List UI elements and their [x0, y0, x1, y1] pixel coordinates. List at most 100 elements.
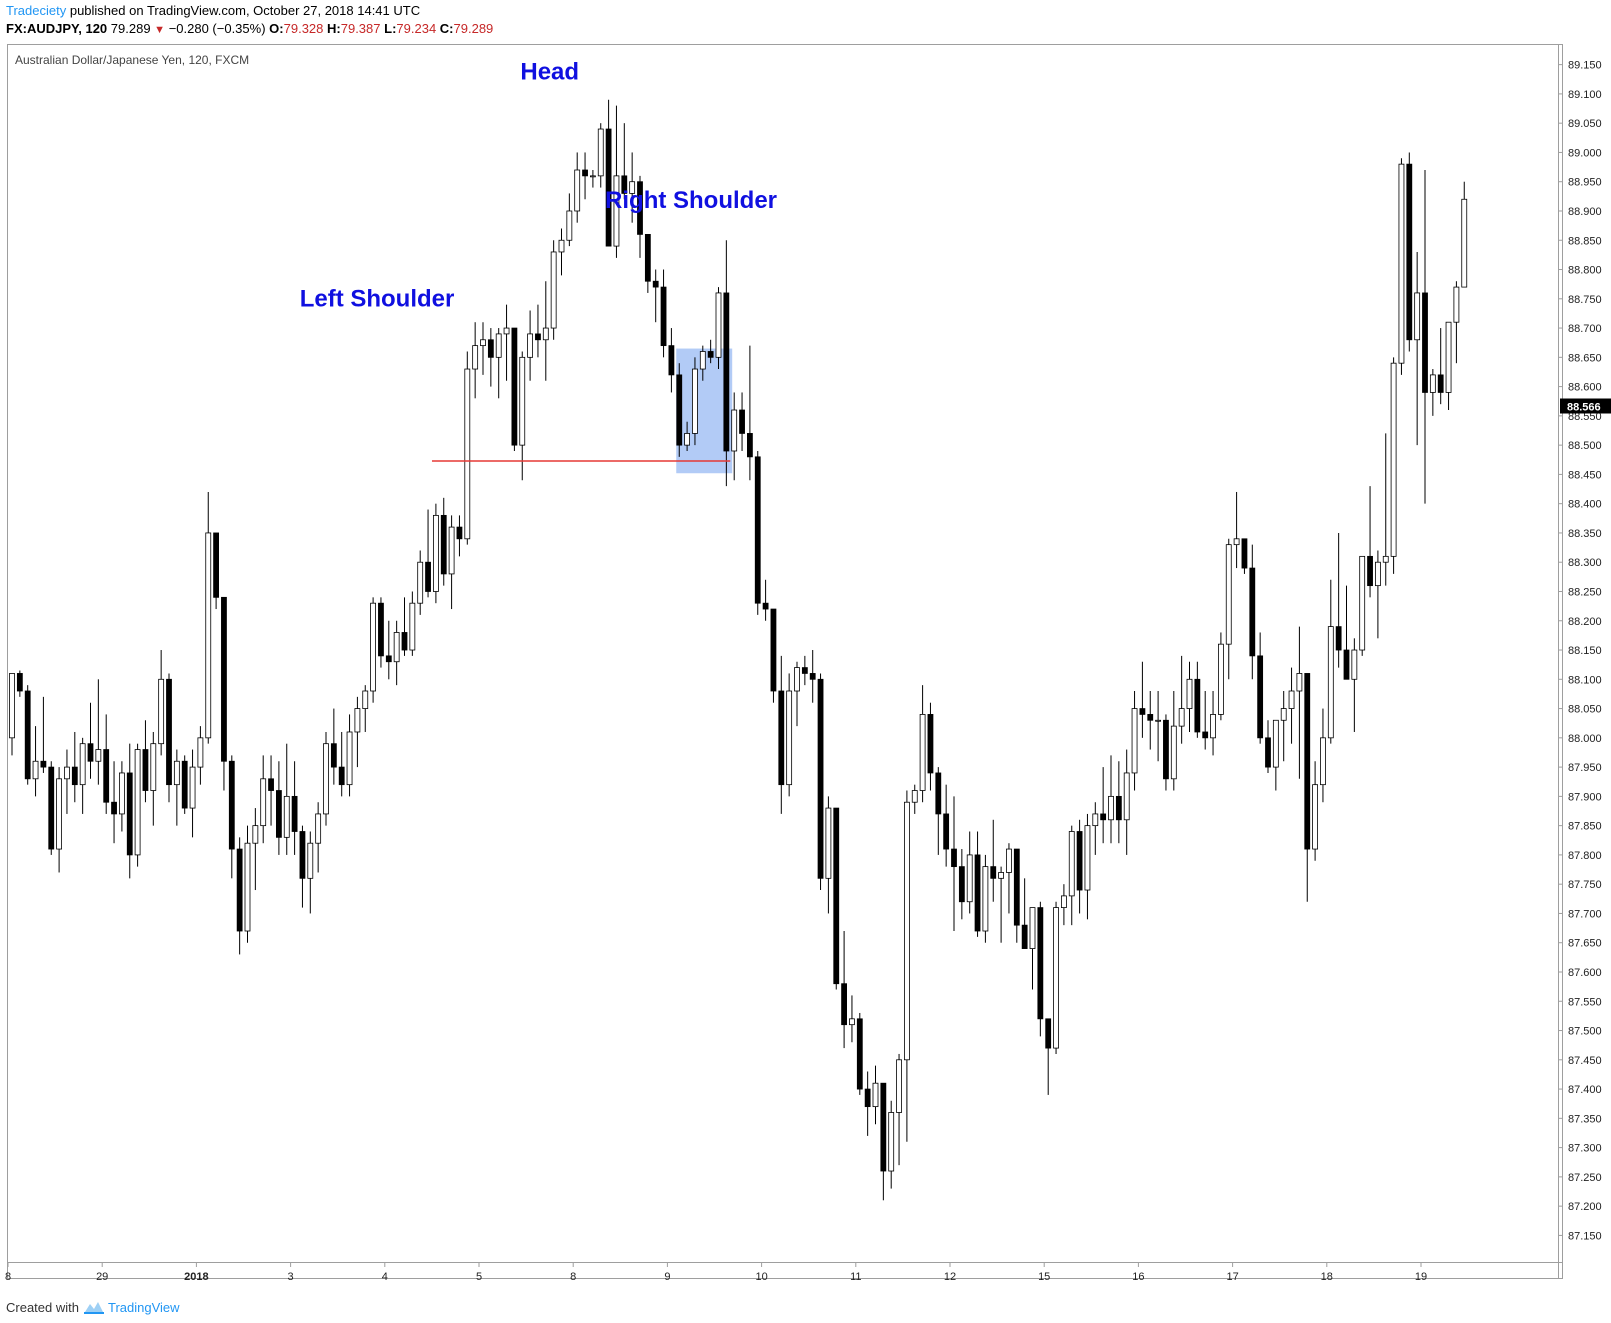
candle-body-down — [24, 690, 31, 780]
y-tick-label: 87.800 — [1568, 850, 1602, 862]
candle-body-down — [1202, 731, 1209, 739]
candle-body-up — [448, 526, 455, 575]
candle-body-up — [558, 239, 565, 253]
candle — [731, 392, 738, 481]
candle-body-up — [872, 1082, 879, 1108]
candle-body-up — [966, 854, 973, 903]
candle — [1045, 1018, 1052, 1095]
author-link[interactable]: Tradeciety — [6, 3, 67, 18]
candle-body-down — [1335, 626, 1342, 651]
candle-body-up — [1084, 825, 1091, 891]
candle-body-down — [181, 760, 188, 809]
y-tick-label: 87.300 — [1568, 1143, 1602, 1155]
candle-body-up — [134, 749, 141, 856]
candle-body-down — [299, 831, 306, 879]
candle — [692, 357, 698, 446]
candle — [896, 1053, 902, 1166]
candle-body-up — [1225, 544, 1232, 645]
candle-body-down — [668, 345, 675, 376]
candle — [590, 170, 596, 188]
candle — [9, 673, 15, 756]
candle-body-down — [856, 1018, 863, 1090]
candle — [1013, 848, 1020, 943]
candle — [1037, 901, 1044, 1037]
y-tick-label: 87.450 — [1568, 1055, 1602, 1067]
candle-body-down — [747, 433, 753, 458]
candle — [40, 696, 47, 773]
candle-body-down — [770, 608, 777, 692]
candle — [409, 591, 416, 656]
footer: Created with TradingView — [6, 1300, 180, 1317]
candle-body-down — [142, 749, 149, 791]
candle — [1170, 691, 1177, 791]
candle-body-down — [1422, 292, 1428, 393]
high-value: 79.387 — [340, 21, 381, 36]
annotation-label: Right Shoulder — [605, 187, 777, 214]
tradingview-link[interactable]: TradingView — [108, 1300, 180, 1315]
candle-body-down — [511, 327, 518, 446]
candle-body-up — [244, 842, 251, 932]
candle-body-up — [825, 807, 832, 879]
candle-body-up — [1006, 848, 1012, 873]
candle — [535, 304, 541, 358]
candle — [951, 796, 957, 932]
y-tick-label: 88.500 — [1568, 440, 1602, 452]
candle — [1061, 884, 1067, 926]
candle-body-up — [370, 602, 377, 692]
y-tick-label: 87.400 — [1568, 1084, 1602, 1096]
candle-body-down — [817, 678, 824, 879]
candle — [621, 123, 628, 200]
candle — [134, 743, 141, 867]
candle — [660, 269, 667, 358]
candle-body-up — [95, 749, 102, 762]
candle-body-up — [998, 872, 1004, 879]
candle — [723, 240, 730, 487]
candle-body-down — [1076, 831, 1083, 891]
candle-body-down — [268, 778, 274, 791]
candle-body-down — [1194, 678, 1201, 733]
candle — [425, 509, 431, 598]
candle — [1202, 691, 1209, 750]
y-tick-label: 88.800 — [1568, 265, 1602, 277]
candle — [550, 240, 557, 340]
candle — [699, 345, 706, 381]
candle-body-up — [1288, 690, 1295, 709]
candle — [362, 685, 369, 732]
candle — [652, 269, 659, 323]
candle — [1021, 878, 1028, 949]
candle — [393, 620, 400, 686]
candle — [943, 784, 950, 867]
y-tick-label: 89.050 — [1568, 118, 1602, 130]
candle-body-up — [629, 181, 636, 194]
candle-body-up — [911, 790, 918, 803]
candle — [1288, 667, 1295, 744]
candle — [676, 363, 683, 457]
candle-body-down — [935, 772, 942, 815]
y-tick-label: 89.150 — [1568, 60, 1602, 72]
open-value: 79.328 — [283, 21, 324, 36]
candle — [1225, 538, 1232, 680]
candle — [24, 685, 31, 785]
candle — [268, 755, 274, 826]
candle-body-down — [87, 743, 94, 762]
candle-body-down — [1147, 714, 1154, 721]
candle — [142, 720, 149, 803]
candle-body-down — [676, 374, 683, 446]
candle-body-up — [189, 766, 196, 809]
candle — [982, 854, 989, 943]
candle — [228, 755, 235, 879]
y-tick-label: 88.050 — [1568, 704, 1602, 716]
candle-body-up — [354, 708, 361, 733]
candle-body-down — [1437, 374, 1444, 393]
candle — [668, 328, 675, 393]
candle-body-down — [71, 766, 78, 786]
candle-body-down — [652, 280, 659, 288]
candle — [385, 620, 392, 680]
candle — [935, 767, 942, 855]
candle — [323, 731, 329, 826]
candle-body-down — [1257, 655, 1264, 739]
y-tick-label: 88.750 — [1568, 294, 1602, 306]
candle-body-up — [1068, 831, 1075, 897]
candle-body-up — [1453, 286, 1460, 323]
